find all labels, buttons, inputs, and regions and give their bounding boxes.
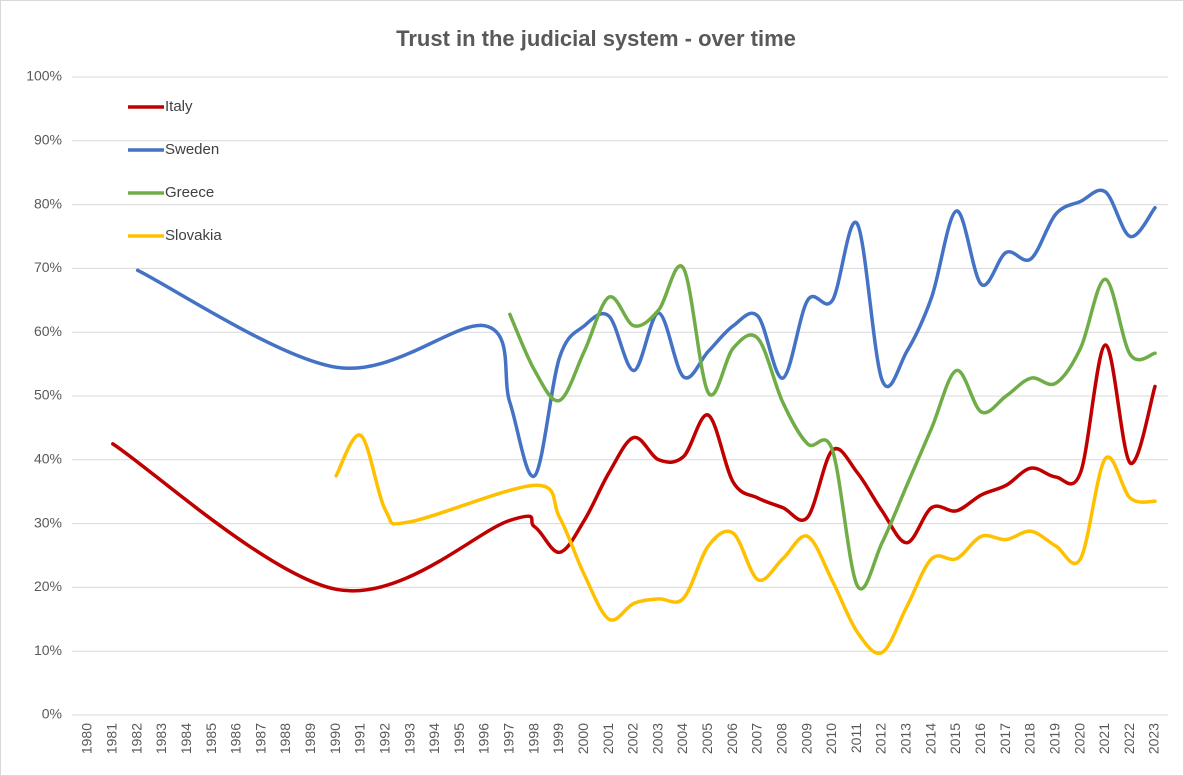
x-tick-label: 2006: [724, 723, 740, 754]
x-tick-label: 1992: [376, 723, 392, 754]
x-tick-label: 1985: [203, 723, 219, 754]
legend-label: Italy: [165, 98, 193, 115]
y-tick-label: 70%: [34, 259, 62, 275]
chart-title: Trust in the judicial system - over time: [396, 26, 796, 51]
x-tick-label: 2012: [873, 723, 889, 754]
y-tick-label: 40%: [34, 451, 62, 467]
x-tick-label: 2018: [1022, 723, 1038, 754]
x-tick-label: 1984: [178, 723, 194, 754]
x-tick-label: 2011: [848, 723, 864, 753]
x-tick-label: 1989: [302, 723, 318, 754]
y-tick-label: 0%: [42, 706, 62, 722]
y-tick-label: 60%: [34, 323, 62, 339]
x-tick-label: 1998: [525, 723, 541, 754]
x-tick-label: 2013: [898, 723, 914, 754]
x-tick-label: 1986: [228, 723, 244, 754]
series-line: [508, 264, 1157, 591]
x-tick-label: 2004: [674, 723, 690, 754]
y-tick-label: 20%: [34, 578, 62, 594]
x-tick-label: 2020: [1071, 723, 1087, 754]
x-tick-label: 1995: [451, 723, 467, 754]
y-tick-label: 30%: [34, 514, 62, 530]
x-tick-label: 1990: [327, 723, 343, 754]
x-tick-label: 2023: [1146, 723, 1162, 754]
x-tick-label: 1997: [501, 723, 517, 754]
y-tick-label: 50%: [34, 387, 62, 403]
x-tick-label: 1981: [104, 723, 120, 754]
x-tick-label: 2021: [1096, 723, 1112, 754]
x-tick-label: 2022: [1121, 723, 1137, 754]
x-tick-label: 1980: [79, 723, 95, 754]
x-tick-label: 2007: [749, 723, 765, 754]
x-tick-label: 2008: [773, 723, 789, 754]
y-tick-label: 100%: [26, 68, 62, 84]
y-tick-label: 10%: [34, 642, 62, 658]
x-tick-label: 1991: [352, 723, 368, 754]
x-tick-label: 2001: [600, 723, 616, 754]
x-tick-label: 1988: [277, 723, 293, 754]
y-tick-label: 90%: [34, 132, 62, 148]
x-tick-label: 2019: [1046, 723, 1062, 754]
x-tick-label: 2009: [798, 723, 814, 754]
x-tick-label: 1994: [426, 723, 442, 754]
x-tick-label: 1982: [128, 723, 144, 754]
x-tick-label: 2015: [947, 723, 963, 754]
x-tick-label: 2003: [649, 723, 665, 754]
x-tick-label: 1999: [550, 723, 566, 754]
legend-label: Slovakia: [165, 227, 222, 244]
x-tick-label: 2002: [625, 723, 641, 754]
legend-label: Sweden: [165, 141, 219, 158]
x-tick-label: 2017: [997, 723, 1013, 754]
x-tick-label: 1993: [401, 723, 417, 754]
x-tick-label: 2000: [575, 723, 591, 754]
x-tick-label: 2005: [699, 723, 715, 754]
x-tick-label: 1996: [476, 723, 492, 754]
x-tick-label: 2010: [823, 723, 839, 754]
y-tick-label: 80%: [34, 195, 62, 211]
x-tick-label: 1983: [153, 723, 169, 754]
x-tick-label: 2016: [972, 723, 988, 754]
series-line: [334, 433, 1157, 656]
x-tick-label: 1987: [252, 723, 268, 754]
series-line: [135, 188, 1157, 478]
legend-label: Greece: [165, 184, 214, 201]
series-line: [111, 343, 1157, 593]
x-tick-label: 2014: [922, 723, 938, 754]
